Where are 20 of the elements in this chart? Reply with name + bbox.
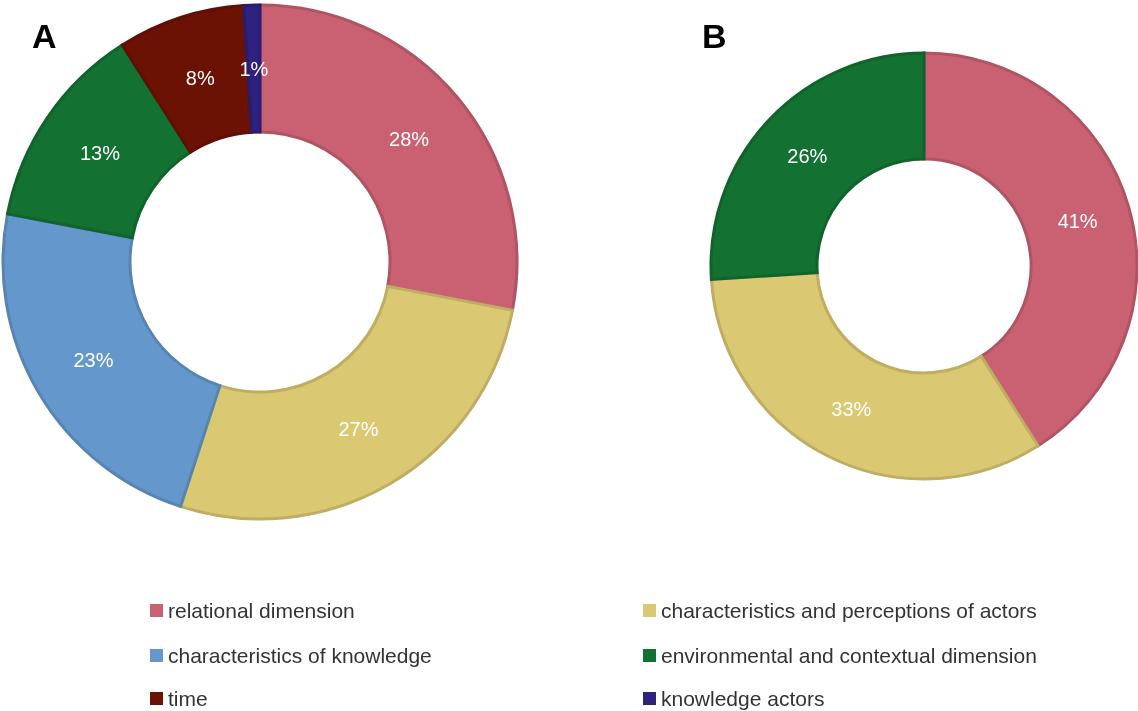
- data-label: 8%: [185, 66, 215, 89]
- data-label: 13%: [79, 142, 121, 165]
- donut-slice: [709, 271, 1040, 481]
- data-label: 26%: [787, 145, 828, 168]
- donut-slice: [179, 284, 514, 521]
- data-label: 33%: [831, 397, 872, 420]
- data-label: 27%: [338, 417, 379, 440]
- legend-label: relational dimension: [168, 599, 355, 623]
- data-label: 23%: [73, 349, 114, 372]
- chart-title: A: [32, 17, 57, 55]
- data-label: 28%: [389, 127, 430, 150]
- donut-slice: [1, 212, 222, 508]
- chart-title: B: [702, 17, 727, 55]
- legend-label: knowledge actors: [661, 687, 825, 711]
- data-label: 41%: [1057, 210, 1098, 233]
- legend-label: environmental and contextual dimension: [661, 644, 1037, 668]
- legend-label: characteristics and perceptions of actors: [661, 599, 1037, 623]
- donut-slice: [709, 51, 926, 281]
- legend-label: time: [168, 687, 208, 711]
- legend-label: characteristics of knowledge: [168, 644, 432, 668]
